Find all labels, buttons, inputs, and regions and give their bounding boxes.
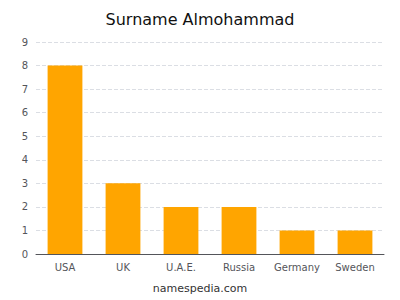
svg-text:U.A.E.: U.A.E. [166,262,196,273]
svg-text:1: 1 [22,225,28,236]
svg-text:Sweden: Sweden [335,262,375,273]
svg-text:8: 8 [22,60,28,71]
svg-text:namespedia.com: namespedia.com [153,282,247,295]
svg-text:0: 0 [22,249,28,260]
svg-text:6: 6 [22,107,28,118]
svg-text:USA: USA [55,262,76,273]
svg-text:UK: UK [116,262,130,273]
svg-text:9: 9 [22,37,28,48]
svg-text:Russia: Russia [223,262,255,273]
svg-text:2: 2 [22,201,28,212]
svg-text:4: 4 [22,154,28,165]
svg-text:7: 7 [22,84,28,95]
svg-text:5: 5 [22,131,28,142]
svg-text:3: 3 [22,178,28,189]
svg-text:Surname Almohammad: Surname Almohammad [106,10,295,29]
svg-text:Germany: Germany [274,262,320,273]
